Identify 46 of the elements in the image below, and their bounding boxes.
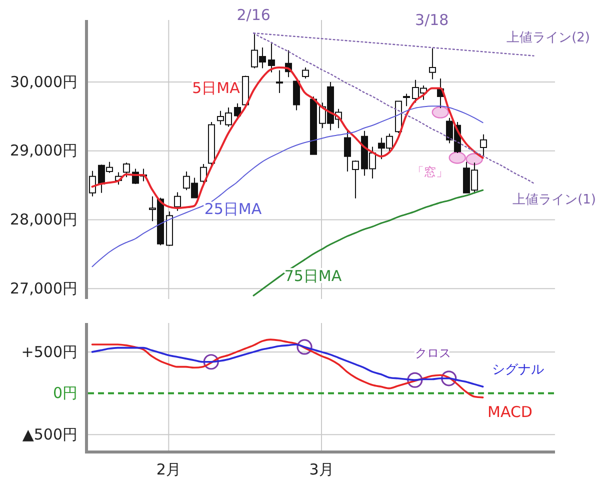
candlestick: [310, 96, 317, 155]
series-label: クロス: [415, 346, 451, 360]
series-label: 上値ライン(1): [512, 192, 596, 208]
line-series: [92, 106, 484, 268]
candlestick: [293, 80, 300, 111]
candlestick: [344, 130, 351, 172]
series-label: シグナル: [492, 362, 544, 378]
annotation: 2/16: [236, 6, 270, 24]
series-label: 「窓」: [412, 165, 448, 179]
candlestick: [480, 134, 487, 157]
series-label: 75日MA: [284, 267, 342, 285]
candlestick: [302, 67, 309, 80]
annotation: 3/18: [415, 11, 449, 30]
y-tick-label: 0円: [52, 384, 78, 402]
x-tick-label: 2月: [156, 460, 181, 479]
point: [407, 372, 423, 388]
point: [203, 354, 219, 370]
candlestick: [174, 192, 181, 212]
point: [466, 153, 483, 166]
y-tick-label: 28,000円: [10, 210, 78, 229]
series-label: 上値ライン(2): [506, 30, 590, 46]
series-label: MACD: [488, 403, 532, 421]
candlestick: [352, 160, 359, 199]
series-label: 25日MA: [204, 200, 262, 218]
y-tick-label: ▲500円: [22, 425, 78, 444]
candlestick: [268, 42, 275, 73]
y-tick-label: 29,000円: [10, 142, 78, 160]
point: [448, 152, 466, 164]
candlestick: [276, 70, 283, 94]
y-tick-label: 30,000円: [10, 72, 78, 91]
candlestick: [200, 163, 207, 184]
candlestick: [123, 162, 130, 178]
candlestick: [403, 93, 410, 107]
candlestick: [89, 170, 96, 197]
point: [441, 370, 457, 386]
candlestick: [208, 121, 215, 168]
candlestick: [166, 211, 173, 246]
line-series: [91, 338, 484, 398]
y-tick-label: 27,000円: [10, 279, 78, 298]
candlestick: [395, 100, 402, 134]
y-tick-label: +500円: [21, 342, 78, 361]
candlestick: [429, 48, 436, 80]
x-tick-label: 3月: [309, 460, 334, 479]
point: [432, 106, 449, 118]
series-label: 5日MA: [192, 79, 241, 97]
point: [296, 339, 312, 355]
